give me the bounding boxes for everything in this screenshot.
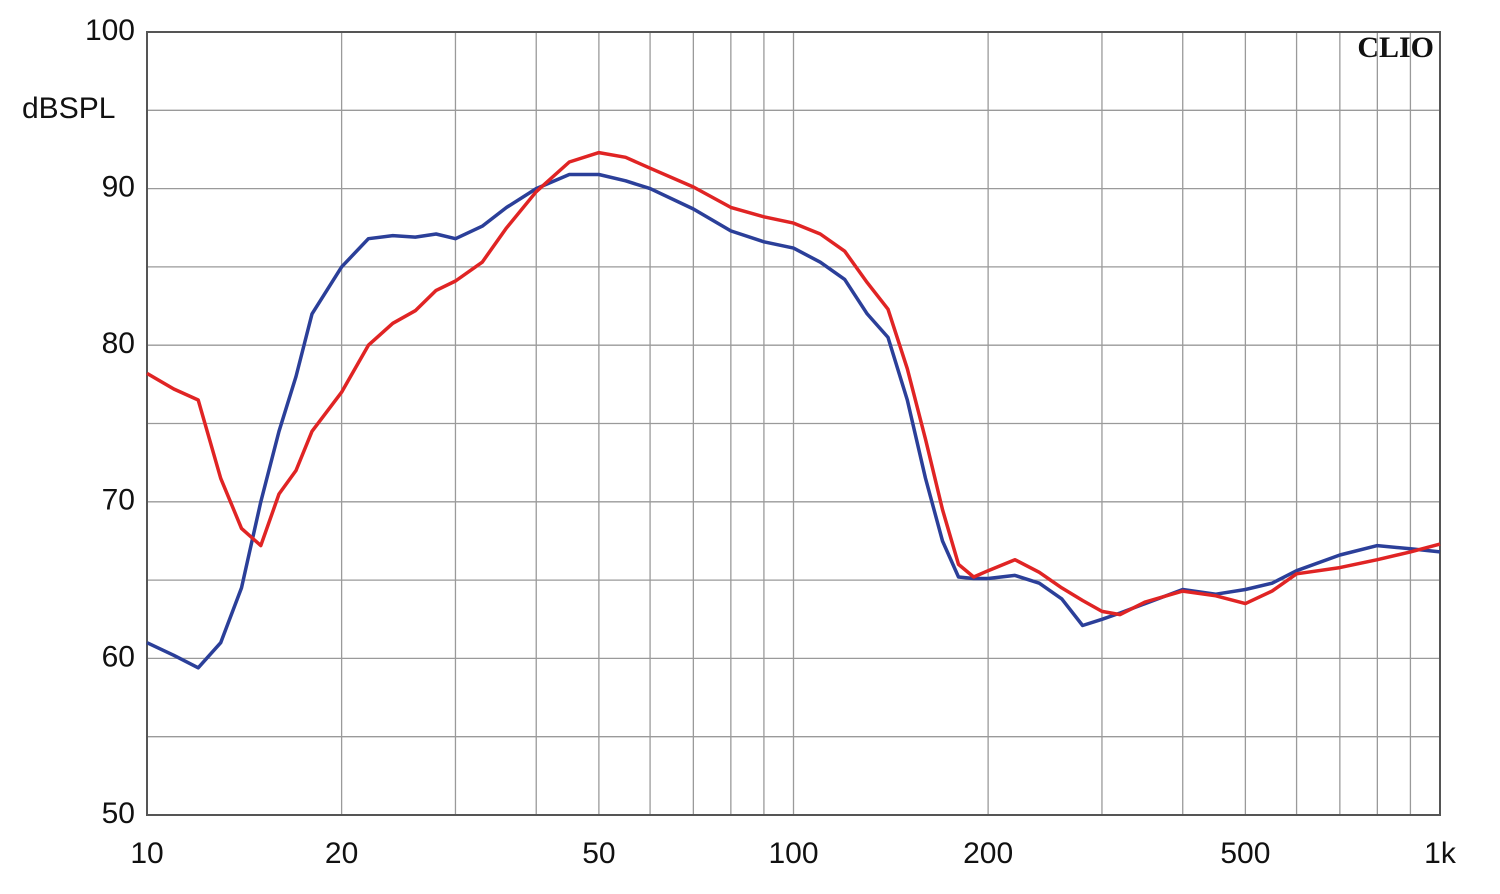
- x-tick-label: 100: [768, 837, 818, 870]
- data-line: [146, 150, 1441, 617]
- x-tick-label: 1k: [1424, 837, 1457, 870]
- y-tick-label: 90: [102, 171, 135, 204]
- y-tick-label: 70: [102, 484, 135, 517]
- annotation: CLIO: [1357, 31, 1434, 64]
- y-tick-label: 80: [102, 327, 135, 360]
- x-tick-label: 20: [325, 837, 358, 870]
- y-axis-label: dBSPL: [22, 92, 115, 125]
- y-tick-label: 60: [102, 640, 135, 673]
- plot-frame: [146, 31, 1441, 816]
- y-tick-label: 100: [85, 14, 135, 47]
- x-tick-label: 50: [582, 837, 615, 870]
- x-tick-label: 200: [963, 837, 1013, 870]
- x-tick-label: 10: [130, 837, 163, 870]
- x-tick-label: 500: [1220, 837, 1270, 870]
- y-tick-label: 50: [102, 797, 135, 830]
